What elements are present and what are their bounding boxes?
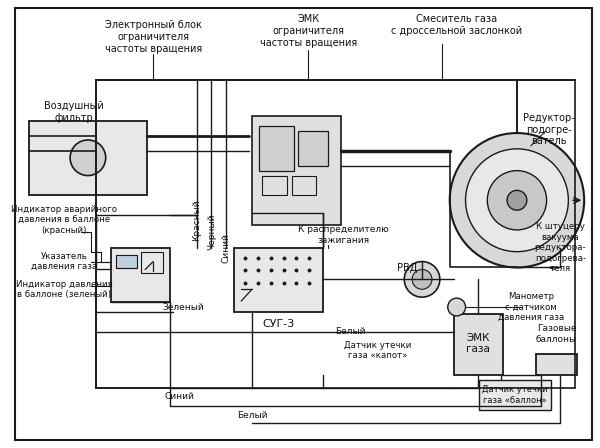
Circle shape: [450, 133, 584, 267]
Bar: [454, 314, 503, 375]
Bar: [298, 131, 328, 166]
Bar: [141, 252, 163, 273]
Text: Индикатор аварийного
давления в баллоне
(красный): Индикатор аварийного давления в баллоне …: [11, 205, 117, 235]
Text: Редуктор-
подогре-
ватель: Редуктор- подогре- ватель: [523, 113, 574, 146]
Text: Черный: Черный: [207, 214, 216, 250]
Bar: [252, 116, 341, 225]
Circle shape: [466, 149, 568, 252]
Text: РВД: РВД: [397, 263, 418, 272]
Text: ЭМК
газа: ЭМК газа: [466, 333, 490, 354]
Text: Индикатор давления
в баллоне (зеленый): Индикатор давления в баллоне (зеленый): [16, 280, 113, 299]
Text: Белый: Белый: [237, 411, 267, 420]
Circle shape: [404, 262, 440, 297]
Circle shape: [70, 140, 106, 176]
Text: Зеленый: Зеленый: [162, 302, 203, 311]
Text: К штуцеру
вакуума
редуктора-
подогрева-
теля: К штуцеру вакуума редуктора- подогрева- …: [535, 222, 586, 273]
Text: СУГ-3: СУГ-3: [263, 319, 295, 329]
Text: Смеситель газа
с дроссельной заслонкой: Смеситель газа с дроссельной заслонкой: [391, 14, 522, 36]
Text: К распределителю
зажигания: К распределителю зажигания: [298, 225, 388, 245]
Bar: [234, 248, 323, 312]
Bar: [29, 121, 147, 195]
Bar: [116, 254, 137, 268]
Text: Синий: Синий: [165, 392, 195, 401]
Circle shape: [448, 298, 466, 316]
Text: Синий: Синий: [222, 233, 231, 263]
Bar: [292, 176, 316, 195]
Text: Воздушный
фильтр: Воздушный фильтр: [44, 101, 104, 123]
Text: ЭМК
ограничителя
частоты вращения: ЭМК ограничителя частоты вращения: [260, 14, 357, 47]
Circle shape: [487, 171, 547, 230]
Text: Газовые
баллоны: Газовые баллоны: [536, 324, 577, 344]
Bar: [479, 380, 551, 410]
Bar: [536, 353, 577, 375]
Circle shape: [507, 190, 527, 210]
Circle shape: [412, 270, 432, 289]
Text: Манометр
с датчиком
давления газа: Манометр с датчиком давления газа: [497, 292, 564, 322]
Text: Электронный блок
ограничителя
частоты вращения: Электронный блок ограничителя частоты вр…: [104, 20, 202, 54]
Text: Датчик утечки
газа «капот»: Датчик утечки газа «капот»: [344, 341, 411, 360]
Text: Указатель
давления газа: Указатель давления газа: [31, 252, 97, 271]
Bar: [262, 176, 287, 195]
Bar: [259, 126, 293, 171]
Text: Красный: Красный: [192, 199, 201, 241]
Text: Датчик утечки
газа «баллон»: Датчик утечки газа «баллон»: [482, 385, 548, 405]
Text: Белый: Белый: [335, 327, 366, 336]
Bar: [110, 248, 170, 302]
